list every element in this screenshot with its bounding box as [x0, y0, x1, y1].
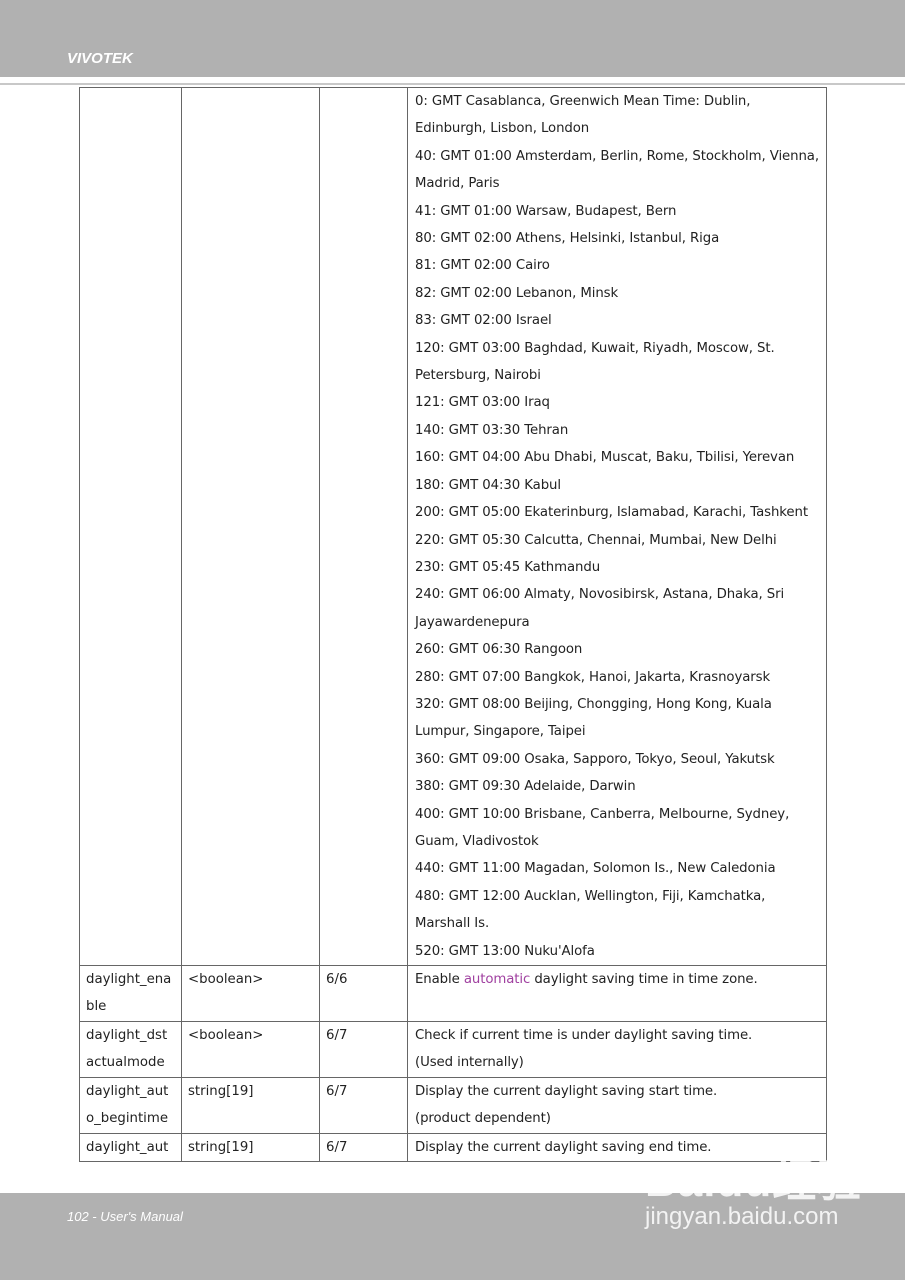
timezone-entry: 82: GMT 02:00 Lebanon, Minsk — [415, 285, 619, 301]
page-footer: 102 - User's Manual — [0, 1193, 905, 1280]
timezone-entry: 81: GMT 02:00 Cairo — [415, 258, 550, 274]
cell-type: string[19] — [181, 1132, 320, 1163]
cell-name: daylight_auto_begintime — [79, 1077, 182, 1134]
page-header: VIVOTEK — [0, 0, 905, 77]
cell-name: daylight_aut — [79, 1132, 182, 1163]
table-row: daylight_auto_begintime string[19] 6/7 D… — [79, 1077, 827, 1134]
timezone-entry: 240: GMT 06:00 Almaty, Novosibirsk, Asta… — [415, 587, 785, 630]
timezone-entry: 260: GMT 06:30 Rangoon — [415, 642, 583, 658]
table-row: daylight_dstactualmode <boolean> 6/7 Che… — [79, 1021, 827, 1078]
timezone-entry: 380: GMT 09:30 Adelaide, Darwin — [415, 779, 636, 795]
cell-type: <boolean> — [181, 965, 320, 1022]
timezone-entry: 360: GMT 09:00 Osaka, Sapporo, Tokyo, Se… — [415, 751, 775, 767]
timezone-entry: 220: GMT 05:30 Calcutta, Chennai, Mumbai… — [415, 532, 777, 548]
cell-type: <boolean> — [181, 1021, 320, 1078]
cell-description: Display the current daylight saving end … — [407, 1132, 827, 1163]
desc-note: (product dependent) — [415, 1111, 551, 1127]
cell-description: Enable automatic daylight saving time in… — [407, 965, 827, 1022]
timezone-entry: 83: GMT 02:00 Israel — [415, 313, 552, 329]
cell-description: Display the current daylight saving star… — [407, 1077, 827, 1134]
timezone-entry: 120: GMT 03:00 Baghdad, Kuwait, Riyadh, … — [415, 340, 775, 384]
timezone-entry: 520: GMT 13:00 Nuku'Alofa — [415, 943, 595, 959]
cell-description: Check if current time is under daylight … — [407, 1021, 827, 1078]
table-row: daylight_aut string[19] 6/7 Display the … — [79, 1132, 827, 1163]
watermark-logo: Baidu经验 — [645, 1157, 863, 1206]
timezone-entry: 80: GMT 02:00 Athens, Helsinki, Istanbul… — [415, 231, 720, 247]
timezone-entry: 140: GMT 03:30 Tehran — [415, 422, 569, 438]
cell-security: 6/6 — [319, 965, 408, 1022]
timezone-entry: 0: GMT Casablanca, Greenwich Mean Time: … — [415, 94, 751, 137]
timezone-entry: 480: GMT 12:00 Aucklan, Wellington, Fiji… — [415, 888, 766, 932]
cell-security: 6/7 — [319, 1077, 408, 1134]
desc-text: Display the current daylight saving star… — [415, 1084, 718, 1099]
cell-security: 6/7 — [319, 1021, 408, 1078]
baidu-watermark: Baidu经验 jingyan.baidu.com — [645, 1145, 862, 1231]
timezone-entry: 121: GMT 03:00 Iraq — [415, 395, 550, 411]
desc-note: (Used internally) — [415, 1055, 524, 1071]
cell-security: 6/7 — [319, 1132, 408, 1163]
cell-security — [319, 87, 408, 966]
timezone-entry: 440: GMT 11:00 Magadan, Solomon Is., New… — [415, 861, 776, 877]
desc-text: daylight saving time in time zone. — [530, 972, 758, 987]
timezone-list: 0: GMT Casablanca, Greenwich Mean Time: … — [407, 87, 827, 966]
cell-name: daylight_enable — [79, 965, 182, 1022]
desc-text: Check if current time is under daylight … — [415, 1028, 753, 1043]
cell-type: string[19] — [181, 1077, 320, 1134]
timezone-entry: 40: GMT 01:00 Amsterdam, Berlin, Rome, S… — [415, 148, 819, 192]
timezone-entry: 280: GMT 07:00 Bangkok, Hanoi, Jakarta, … — [415, 669, 771, 685]
timezone-entry: 400: GMT 10:00 Brisbane, Canberra, Melbo… — [415, 806, 790, 849]
cell-type — [181, 87, 320, 966]
highlight-text: automatic — [463, 972, 531, 987]
watermark-url: jingyan.baidu.com — [645, 1203, 839, 1230]
timezone-entry: 160: GMT 04:00 Abu Dhabi, Muscat, Baku, … — [415, 450, 795, 466]
page-number: 102 - User's Manual — [67, 1209, 183, 1224]
header-divider — [0, 83, 905, 85]
desc-text: Enable — [415, 972, 464, 987]
timezone-entry: 320: GMT 08:00 Beijing, Chongging, Hong … — [415, 696, 772, 740]
timezone-entry: 200: GMT 05:00 Ekaterinburg, Islamabad, … — [415, 505, 808, 521]
timezone-entry: 41: GMT 01:00 Warsaw, Budapest, Bern — [415, 203, 677, 219]
cell-name — [79, 87, 182, 966]
table-row: daylight_enable <boolean> 6/6 Enable aut… — [79, 965, 827, 1022]
parameter-table: 0: GMT Casablanca, Greenwich Mean Time: … — [79, 87, 827, 1163]
table-row-timezone: 0: GMT Casablanca, Greenwich Mean Time: … — [79, 87, 827, 966]
timezone-entry: 230: GMT 05:45 Kathmandu — [415, 559, 601, 575]
timezone-entry: 180: GMT 04:30 Kabul — [415, 477, 561, 493]
brand-logo: VIVOTEK — [67, 50, 133, 67]
cell-name: daylight_dstactualmode — [79, 1021, 182, 1078]
